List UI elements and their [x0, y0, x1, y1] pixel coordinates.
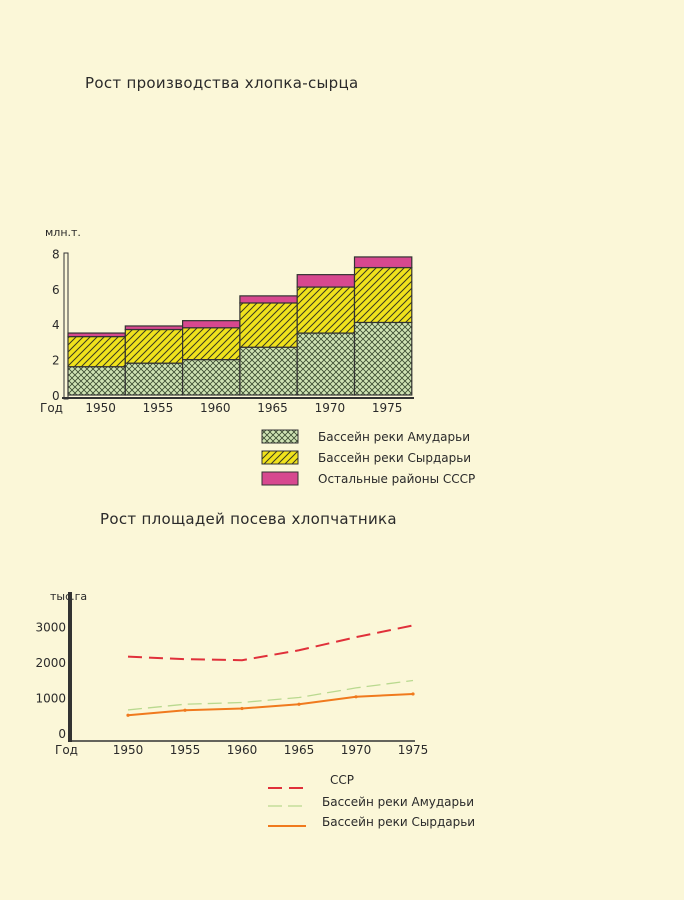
data-point	[183, 708, 187, 712]
x-tick-label: 1955	[170, 743, 201, 757]
bar-segment-0	[353, 321, 413, 396]
x-axis-label: Год	[55, 743, 78, 757]
bar-segment-0	[296, 332, 356, 396]
series-line-2	[127, 692, 414, 717]
data-point	[126, 713, 130, 717]
bar-chart-title: Рост производства хлопка-сырца	[85, 74, 359, 92]
bar-segment-1	[353, 266, 413, 324]
x-tick-label: 1950	[85, 401, 116, 415]
legend-label: Остальные районы СССР	[318, 472, 475, 486]
bar-segment-1	[182, 327, 241, 361]
y-tick-label: 3000	[35, 621, 66, 635]
series-line-1	[127, 679, 414, 711]
x-tick-label: 1955	[143, 401, 174, 415]
bar-segment-2	[124, 325, 184, 331]
data-point	[354, 695, 358, 699]
bar-segment-2	[67, 332, 126, 338]
x-tick-label: 1960	[227, 743, 258, 757]
y-tick-label: 6	[52, 283, 60, 297]
y-tick-label: 0	[52, 389, 60, 403]
series-line-0	[127, 624, 414, 662]
legend-label: Бассейн реки Сырдарьи	[322, 815, 475, 829]
bar-segment-1	[67, 335, 126, 368]
data-point	[411, 692, 415, 696]
bar-segment-1	[124, 328, 184, 364]
x-tick-label: 1960	[200, 401, 231, 415]
bar-segment-1	[296, 286, 356, 334]
x-tick-label: 1970	[315, 401, 346, 415]
y-tick-label: 4	[52, 318, 60, 332]
legend-label: Бассейн реки Амударьи	[322, 795, 474, 809]
data-point	[240, 706, 244, 711]
bar-segment-2	[239, 295, 298, 304]
bar-segment-2	[182, 320, 241, 329]
x-tick-label: 1950	[113, 743, 144, 757]
data-point	[297, 702, 301, 706]
x-tick-label: 1965	[284, 743, 315, 757]
legend-swatch	[261, 429, 299, 444]
legend-label: ССР	[330, 773, 354, 787]
x-tick-label: 1975	[398, 743, 429, 757]
x-tick-label: 1970	[341, 743, 372, 757]
bar-segment-0	[239, 346, 298, 396]
legend-swatch	[261, 471, 299, 486]
x-tick-label: 1965	[257, 401, 288, 415]
y-tick-label: 1000	[35, 692, 66, 706]
bar-segment-2	[296, 274, 356, 288]
y-axis-unit-label: млн.т.	[45, 226, 81, 239]
bar-segment-2	[353, 256, 413, 269]
y-tick-label: 2000	[35, 656, 66, 670]
y-tick-label: 0	[58, 727, 66, 741]
x-axis-label: Год	[40, 401, 63, 415]
bar-segment-0	[182, 359, 241, 396]
y-axis	[68, 592, 72, 742]
line-chart-title: Рост площадей посева хлопчатника	[100, 510, 397, 528]
bar-segment-0	[124, 362, 184, 396]
legend-label: Бассейн реки Амударьи	[318, 430, 470, 444]
y-tick-label: 2	[52, 354, 60, 368]
y-tick-label: 8	[52, 247, 60, 261]
legend-label: Бассейн реки Сырдарьи	[318, 451, 471, 465]
bar-segment-0	[67, 366, 126, 396]
legend-swatch	[261, 450, 299, 465]
x-tick-label: 1975	[372, 401, 403, 415]
bar-segment-1	[239, 302, 298, 348]
